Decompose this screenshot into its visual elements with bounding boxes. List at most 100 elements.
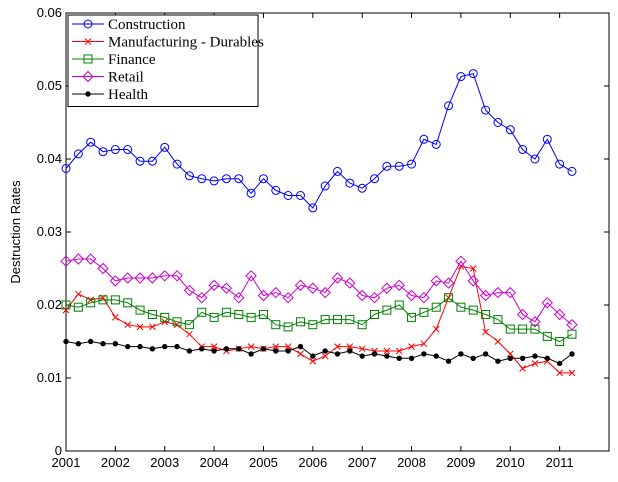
marker <box>295 191 305 200</box>
marker <box>518 145 528 155</box>
marker <box>555 159 565 169</box>
marker <box>149 323 156 331</box>
marker-shape <box>184 171 194 181</box>
marker <box>123 145 133 155</box>
marker <box>86 137 96 147</box>
marker-shape <box>73 302 83 312</box>
marker <box>370 309 380 319</box>
marker <box>468 305 478 315</box>
marker-shape <box>60 255 72 267</box>
marker-shape <box>393 279 405 291</box>
marker-shape <box>456 72 466 82</box>
marker <box>479 289 492 302</box>
marker-shape <box>482 328 489 336</box>
marker-shape <box>505 324 515 334</box>
marker-shape <box>495 358 501 364</box>
marker-shape <box>283 191 293 200</box>
marker <box>100 340 106 347</box>
marker <box>172 317 182 327</box>
marker-shape <box>74 290 82 298</box>
marker-shape <box>309 357 317 365</box>
marker-shape <box>455 255 467 267</box>
marker <box>125 343 131 350</box>
marker-shape <box>297 343 304 350</box>
marker <box>233 291 245 304</box>
marker-shape <box>86 137 96 147</box>
marker <box>271 320 281 330</box>
marker <box>124 321 132 329</box>
marker-shape <box>236 346 242 352</box>
marker-shape <box>405 289 418 302</box>
x-tick-label: 2006 <box>298 455 327 470</box>
marker <box>482 328 489 336</box>
marker <box>87 338 94 345</box>
marker-shape <box>394 161 404 171</box>
y-tick-label: 0 <box>55 443 62 458</box>
marker-shape <box>357 320 367 330</box>
marker <box>82 70 94 83</box>
marker <box>134 272 146 284</box>
marker <box>320 181 330 191</box>
marker-shape <box>320 315 330 325</box>
marker <box>248 351 254 357</box>
marker <box>85 91 91 97</box>
marker <box>532 353 538 359</box>
marker <box>247 343 255 350</box>
marker-shape <box>321 352 329 360</box>
marker-shape <box>407 312 417 322</box>
marker <box>368 291 381 304</box>
marker-shape <box>356 289 368 302</box>
marker <box>309 357 317 365</box>
marker-shape <box>284 343 292 350</box>
marker-shape <box>123 145 133 155</box>
marker-shape <box>442 277 455 289</box>
marker <box>197 174 207 184</box>
marker-shape <box>98 295 108 305</box>
marker-shape <box>566 319 578 331</box>
marker <box>321 352 329 360</box>
marker <box>135 305 145 315</box>
marker <box>109 275 122 287</box>
marker-shape <box>420 340 428 348</box>
marker <box>458 351 464 357</box>
marker <box>258 309 268 319</box>
marker-shape <box>210 343 218 350</box>
marker-shape <box>86 298 96 308</box>
marker-shape <box>431 302 441 312</box>
y-tick-label: 0.02 <box>37 297 62 312</box>
marker <box>112 340 119 347</box>
marker-shape <box>541 297 554 309</box>
marker-shape <box>345 178 355 188</box>
marker <box>541 297 554 309</box>
marker <box>482 351 489 357</box>
marker-shape <box>112 340 119 347</box>
marker-shape <box>246 312 256 322</box>
marker <box>147 309 157 319</box>
marker-shape <box>371 351 378 357</box>
marker <box>444 293 454 303</box>
marker-shape <box>567 166 577 176</box>
marker <box>433 353 439 359</box>
marker <box>345 315 355 325</box>
marker <box>146 272 159 284</box>
marker <box>297 350 304 358</box>
marker-shape <box>172 159 182 169</box>
marker <box>221 307 231 317</box>
marker-shape <box>221 307 231 317</box>
marker-shape <box>100 340 106 347</box>
marker-shape <box>530 324 540 334</box>
legend-label: Finance <box>108 52 156 68</box>
marker <box>73 149 83 159</box>
marker <box>344 277 356 289</box>
marker <box>97 262 109 275</box>
marker-shape <box>171 270 183 282</box>
x-tick-label: 2011 <box>546 455 574 470</box>
marker <box>357 183 367 193</box>
marker-shape <box>273 348 279 354</box>
marker-shape <box>147 156 157 166</box>
marker-shape <box>73 149 83 159</box>
marker-shape <box>61 163 71 173</box>
marker-shape <box>358 345 366 353</box>
y-tick-label: 0.01 <box>37 370 62 385</box>
marker-shape <box>270 286 282 299</box>
